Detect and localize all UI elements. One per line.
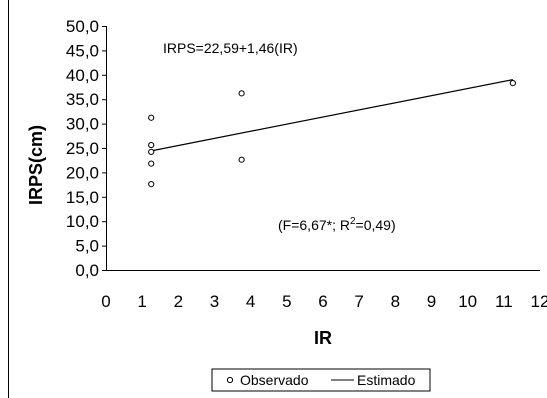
stats-suffix: =0,49)	[356, 217, 396, 233]
x-tick-label: 4	[246, 292, 255, 311]
stats-superscript: 2	[350, 216, 356, 227]
regression-stats: (F=6,67*; R2=0,49)	[278, 216, 396, 233]
y-tick-label: 5,0	[75, 237, 99, 256]
x-tick-label: 3	[210, 292, 219, 311]
legend-label-estimado: Estimado	[357, 372, 416, 388]
stats-prefix: (F=6,67*; R	[278, 217, 350, 233]
x-tick-label: 7	[354, 292, 363, 311]
y-tick-label: 15,0	[66, 188, 99, 207]
legend-label-observado: Observado	[240, 372, 309, 388]
y-tick-label: 20,0	[66, 163, 99, 182]
x-tick-label: 11	[495, 292, 513, 311]
y-axis-ticks: 0,0 5,0 10,0 15,0 20,0 25,0 30,0 35,0 40,0 45,0 50…	[66, 17, 106, 280]
data-point-observado	[238, 156, 245, 163]
data-point-observado	[148, 141, 155, 149]
x-axis-title: IR	[314, 328, 332, 348]
y-tick-label: 45,0	[66, 41, 99, 60]
data-point-observado	[238, 90, 245, 97]
fitted-line-estimado	[151, 79, 513, 152]
x-tick-label: 0	[101, 292, 110, 311]
x-tick-label: 2	[174, 292, 183, 311]
series-layer	[148, 79, 516, 188]
x-tick-label: 5	[282, 292, 291, 311]
data-point-observado	[148, 181, 155, 188]
regression-equation: IRPS=22,59+1,46(IR)	[163, 40, 298, 56]
x-tick-label: 1	[137, 292, 146, 311]
y-axis-title: IRPS(cm)	[26, 125, 46, 205]
x-tick-label: 10	[458, 292, 477, 311]
x-axis-ticks: 0 1 2 3 4 5 6 7 8 9 10 11 12	[101, 292, 547, 311]
y-tick-label: 30,0	[66, 115, 99, 134]
legend-marker-observado-icon	[226, 376, 234, 384]
x-tick-label: 12	[531, 292, 547, 311]
data-point-observado	[148, 114, 155, 121]
data-point-observado	[148, 148, 155, 156]
y-tick-label: 50,0	[66, 17, 99, 36]
data-point-observado	[148, 160, 155, 167]
y-tick-label: 25,0	[66, 139, 99, 158]
data-point-observado	[509, 79, 516, 87]
x-tick-label: 9	[427, 292, 436, 311]
y-tick-label: 40,0	[66, 66, 99, 85]
x-tick-label: 6	[318, 292, 327, 311]
y-tick-label: 35,0	[66, 90, 99, 109]
legend-box	[211, 368, 431, 392]
y-tick-label: 0,0	[75, 261, 99, 280]
legend: Observado Estimado	[211, 368, 431, 392]
x-tick-label: 8	[391, 292, 400, 311]
y-tick-label: 10,0	[66, 212, 99, 231]
